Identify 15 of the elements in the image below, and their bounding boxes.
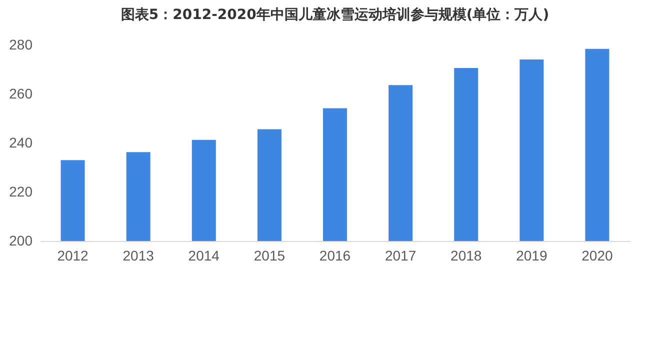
y-tick-label: 280 [9, 36, 33, 52]
x-tick-label: 2013 [122, 248, 154, 264]
chart-title: 图表5：2012-2020年中国儿童冰雪运动培训参与规模(单位：万人) [120, 6, 550, 23]
x-tick-label: 2015 [254, 248, 286, 264]
x-tick-label: 2017 [384, 248, 416, 264]
y-tick-label: 260 [9, 86, 33, 102]
x-tick-label: 2020 [582, 248, 614, 264]
x-tick-label: 2014 [188, 248, 220, 264]
y-tick-label: 220 [9, 184, 33, 200]
y-tick-label: 200 [9, 232, 33, 248]
x-tick-label: 2018 [450, 248, 482, 264]
y-tick-label: 240 [9, 134, 33, 150]
x-tick-label: 2016 [319, 248, 351, 264]
x-tick-label: 2019 [516, 248, 548, 264]
x-tick-label: 2012 [57, 248, 89, 264]
